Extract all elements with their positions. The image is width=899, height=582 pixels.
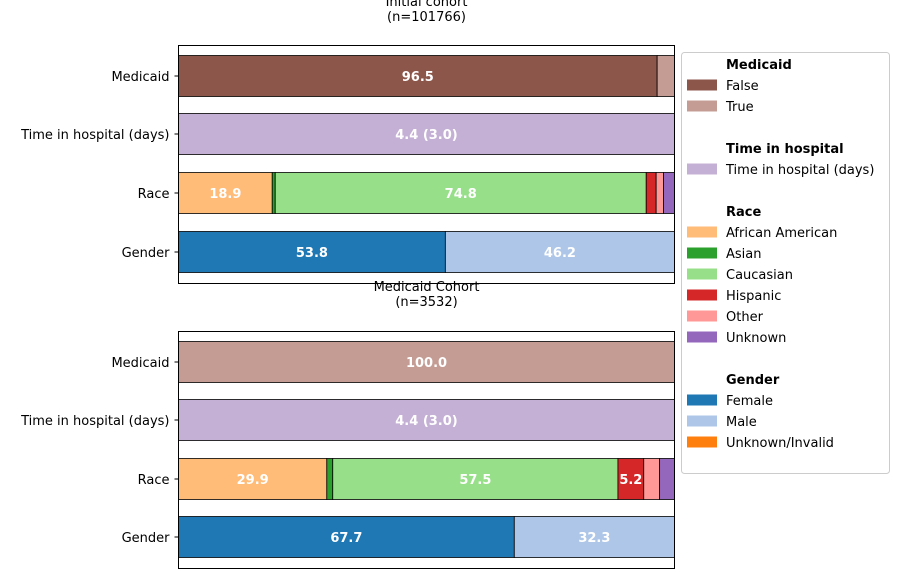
legend-item-race-african-american: African American — [726, 226, 837, 241]
legend-item-race-asian: Asian — [726, 247, 761, 262]
bar-medicaid-race-hispanic — [617, 458, 645, 500]
bar-initial-race-hispanic — [645, 172, 657, 214]
data-label-medicaid-race-african-american: 29.9 — [237, 473, 269, 488]
y-tick-label-initial-medicaid: Medicaid — [111, 70, 169, 85]
data-label-initial-gender-female: 53.8 — [296, 246, 328, 261]
bar-initial-medicaid-true — [656, 55, 675, 97]
legend-item-gender-unknown-invalid: Unknown/Invalid — [726, 436, 834, 451]
bar-medicaid-gender-male — [513, 516, 675, 558]
data-label-medicaid-gender-female: 67.7 — [330, 531, 362, 546]
legend-item-race-hispanic: Hispanic — [726, 289, 781, 304]
y-tick-label-medicaid-race: Race — [138, 473, 170, 488]
legend-item-medicaid-true: True — [725, 100, 754, 115]
legend-box — [681, 52, 890, 474]
y-tick-label-initial-race: Race — [138, 187, 170, 202]
data-label-initial-race-caucasian: 74.8 — [445, 187, 477, 202]
bar-medicaid-gender-female — [178, 516, 515, 558]
legend-swatch-gender-unknown-invalid — [687, 436, 717, 448]
chart-title-medicaid: Medicaid Cohort — [374, 280, 480, 295]
data-label-initial-medicaid-false: 96.5 — [402, 70, 434, 85]
axes-frame-initial — [178, 45, 675, 284]
bar-initial-race-caucasian — [274, 172, 647, 214]
legend-swatch-race-african-american — [687, 226, 717, 238]
legend-title-gender: Gender — [726, 373, 780, 388]
bar-medicaid-time-in-hospital-days-time-in-hospital-days — [178, 399, 675, 441]
y-tick-label-initial-time-in-hospital-days: Time in hospital (days) — [20, 128, 169, 143]
chart-title-medicaid: (n=3532) — [395, 295, 457, 310]
bar-medicaid-race-unknown — [659, 458, 675, 500]
legend-title-race: Race — [726, 205, 761, 220]
axes-frame-medicaid — [178, 331, 675, 569]
legend-swatch-time-in-hospital-time-in-hospital-days — [687, 163, 717, 175]
legend-title-time-in-hospital: Time in hospital — [726, 142, 844, 157]
y-tick-label-medicaid-time-in-hospital-days: Time in hospital (days) — [20, 414, 169, 429]
data-label-initial-gender-male: 46.2 — [544, 246, 576, 261]
legend-swatch-race-hispanic — [687, 289, 717, 301]
legend-swatch-race-unknown — [687, 331, 717, 343]
y-tick-label-medicaid-gender: Gender — [122, 531, 171, 546]
legend-swatch-gender-female — [687, 394, 717, 406]
chart-title-initial: (n=101766) — [387, 10, 466, 25]
data-label-medicaid-medicaid-true: 100.0 — [406, 356, 447, 371]
bar-initial-gender-male — [444, 231, 675, 273]
data-label-initial-race-african-american: 18.9 — [209, 187, 241, 202]
bar-initial-time-in-hospital-days-time-in-hospital-days — [178, 113, 675, 155]
legend-item-race-caucasian: Caucasian — [726, 268, 793, 283]
legend-swatch-medicaid-true — [687, 100, 717, 112]
legend-item-gender-male: Male — [726, 415, 757, 430]
legend-item-race-unknown: Unknown — [726, 331, 786, 346]
legend-item-race-other: Other — [726, 310, 764, 325]
bar-initial-race-african-american — [178, 172, 273, 214]
legend-item-medicaid-false: False — [726, 79, 759, 94]
data-label-medicaid-gender-male: 32.3 — [578, 531, 610, 546]
legend-swatch-race-asian — [687, 247, 717, 259]
data-label-initial-time-in-hospital-days-time-in-hospital-days: 4.4 (3.0) — [395, 128, 457, 143]
legend-swatch-medicaid-false — [687, 79, 717, 91]
bar-medicaid-race-other — [643, 458, 661, 500]
bar-initial-race-other — [655, 172, 664, 214]
legend-swatch-race-caucasian — [687, 268, 717, 280]
bar-initial-race-asian — [271, 172, 276, 214]
bar-initial-race-unknown — [663, 172, 675, 214]
data-label-medicaid-time-in-hospital-days-time-in-hospital-days: 4.4 (3.0) — [395, 414, 457, 429]
bar-medicaid-race-asian — [326, 458, 334, 500]
legend-item-gender-female: Female — [726, 394, 773, 409]
legend-title-medicaid: Medicaid — [726, 58, 792, 73]
y-tick-label-medicaid-medicaid: Medicaid — [111, 356, 169, 371]
legend-swatch-gender-male — [687, 415, 717, 427]
y-tick-label-initial-gender: Gender — [122, 246, 171, 261]
bar-medicaid-race-caucasian — [332, 458, 619, 500]
chart-title-initial: Initial cohort — [386, 0, 468, 10]
bar-initial-gender-female — [178, 231, 446, 273]
bar-medicaid-race-african-american — [178, 458, 328, 500]
data-label-medicaid-race-caucasian: 57.5 — [459, 473, 491, 488]
bar-initial-medicaid-false — [178, 55, 658, 97]
legend-item-time-in-hospital-time-in-hospital-days: Time in hospital (days) — [725, 163, 874, 178]
data-label-medicaid-race-hispanic: 5.2 — [619, 473, 642, 488]
legend-swatch-race-other — [687, 310, 717, 322]
